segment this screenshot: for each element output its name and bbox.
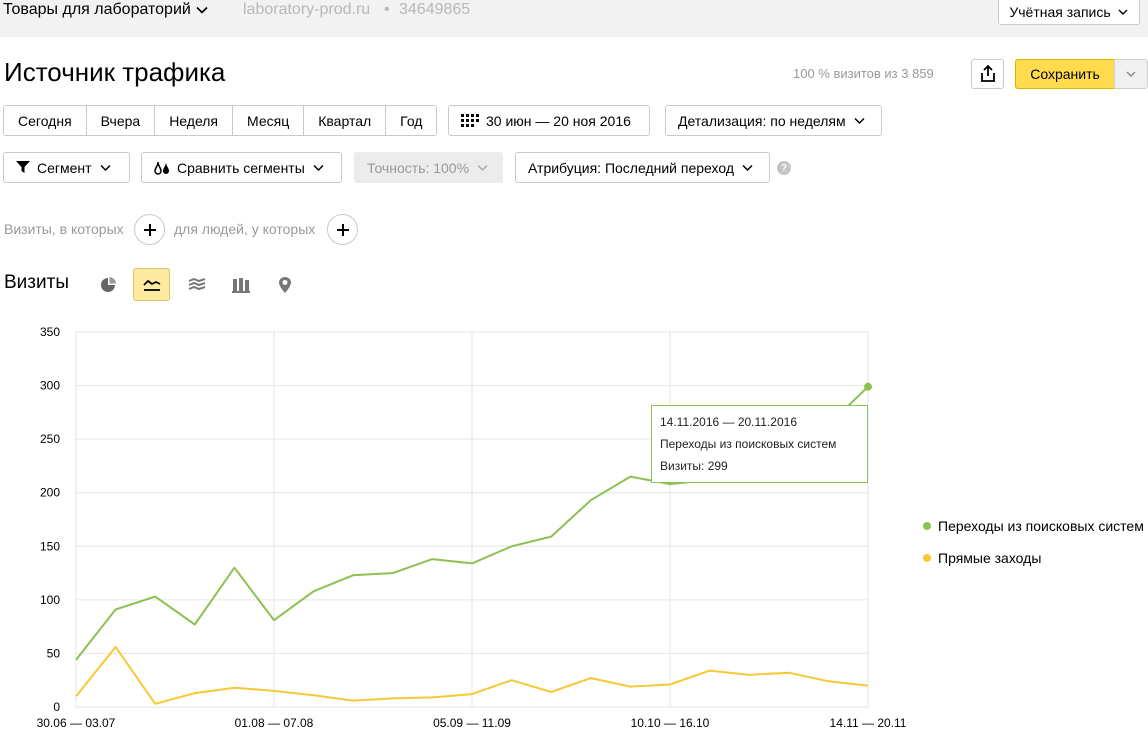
plus-icon [336, 223, 349, 236]
detalization-label: Детализация: по неделям [678, 112, 846, 129]
x-tick-label: 05.09 — 11.09 [433, 716, 511, 730]
x-tick-label: 14.11 — 20.11 [830, 716, 907, 730]
series-line-direct [75, 646, 869, 705]
area-chart-button[interactable] [178, 268, 215, 301]
detalization-dropdown[interactable]: Детализация: по неделям [665, 105, 882, 136]
chart-tooltip: 14.11.2016 — 20.11.2016 Переходы из поис… [651, 405, 868, 483]
map-button[interactable] [266, 268, 303, 301]
chart-title: Визиты [4, 272, 69, 293]
y-tick-label: 100 [40, 593, 60, 607]
save-options-button[interactable] [1114, 59, 1148, 89]
segment-dropdown[interactable]: Сегмент [3, 152, 130, 183]
legend-label-direct: Прямые заходы [938, 550, 1042, 566]
legend-label-search: Переходы из поисковых систем [938, 518, 1144, 534]
chevron-down-icon [1118, 9, 1128, 15]
visits-summary: 100 % визитов из 3 859 [793, 66, 934, 81]
attribution-label: Атрибуция: Последний переход [528, 159, 735, 176]
chevron-down-icon [196, 6, 208, 14]
y-tick-label: 250 [40, 432, 60, 446]
period-selector: Сегодня Вчера Неделя Месяц Квартал Год [3, 105, 438, 136]
counter-site[interactable]: laboratory-prod.ru [243, 1, 371, 18]
y-tick-label: 150 [40, 539, 60, 553]
share-icon [980, 65, 995, 82]
y-tick-label: 300 [40, 379, 60, 393]
plus-icon [143, 223, 156, 236]
line-chart-button[interactable] [133, 268, 170, 301]
date-range-label: 30 июн — 20 ноя 2016 [486, 112, 631, 129]
header-separator: • [384, 1, 390, 18]
legend-dot-search [923, 522, 931, 530]
counter-id: 34649865 [399, 1, 471, 18]
visits-filter-label: Визиты, в которых [4, 221, 124, 237]
data-point-search [864, 382, 872, 391]
chevron-down-icon [313, 164, 324, 172]
tooltip-series: Переходы из поисковых систем [660, 437, 837, 451]
add-visit-condition-button[interactable] [134, 214, 165, 245]
compare-segments-dropdown[interactable]: Сравнить сегменты [141, 152, 342, 183]
date-range-button[interactable]: 30 июн — 20 ноя 2016 [448, 105, 650, 136]
period-week[interactable]: Неделя [155, 106, 234, 135]
save-button[interactable]: Сохранить [1015, 59, 1115, 89]
period-today[interactable]: Сегодня [4, 106, 87, 135]
y-tick-label: 0 [53, 700, 60, 714]
save-label: Сохранить [1030, 66, 1100, 82]
chart-area: 0 50 100 150 200 250 300 350 30.06 — 03.07 01.08 … [0, 320, 1148, 731]
bar-chart-icon [231, 277, 250, 293]
legend-item-search[interactable]: Переходы из поисковых систем [923, 510, 1144, 542]
period-yesterday[interactable]: Вчера [86, 106, 156, 135]
line-chart-icon [142, 279, 160, 291]
period-year[interactable]: Год [386, 106, 437, 135]
attribution-dropdown[interactable]: Атрибуция: Последний переход [515, 152, 770, 183]
compare-segments-icon [154, 161, 169, 175]
period-month[interactable]: Месяц [233, 106, 305, 135]
top-bar: Товары для лабораторий laboratory-prod.r… [0, 0, 1148, 37]
chevron-down-icon [100, 164, 111, 172]
x-tick-label: 30.06 — 03.07 [37, 716, 116, 730]
add-people-condition-button[interactable] [327, 214, 358, 245]
chevron-down-icon [742, 164, 753, 172]
pie-chart-icon [100, 276, 116, 292]
y-tick-label: 200 [40, 486, 60, 500]
compare-segments-label: Сравнить сегменты [177, 159, 305, 176]
map-icon [278, 276, 291, 293]
legend-dot-direct [923, 554, 931, 562]
chart-legend: Переходы из поисковых систем Прямые захо… [923, 510, 1144, 574]
counter-name: Товары для лабораторий [3, 1, 191, 18]
calendar-icon [461, 113, 479, 127]
filter-icon [16, 161, 30, 173]
y-tick-label: 50 [47, 646, 61, 660]
period-quarter[interactable]: Квартал [304, 106, 387, 135]
counter-selector[interactable]: Товары для лабораторий [3, 1, 209, 19]
chevron-down-icon [854, 117, 865, 125]
chevron-down-icon [1126, 71, 1136, 77]
accuracy-dropdown: Точность: 100% [354, 152, 503, 183]
bar-chart-button[interactable] [222, 268, 259, 301]
accuracy-label: Точность: 100% [367, 159, 470, 176]
people-filter-label: для людей, у которых [174, 221, 316, 237]
help-icon[interactable]: ? [777, 161, 791, 175]
chevron-down-icon [477, 164, 488, 172]
tooltip-value: Визиты: 299 [660, 459, 728, 473]
account-button[interactable]: Учётная запись [998, 0, 1140, 25]
legend-item-direct[interactable]: Прямые заходы [923, 542, 1144, 574]
tooltip-period: 14.11.2016 — 20.11.2016 [660, 415, 798, 429]
y-tick-label: 350 [40, 325, 60, 339]
segment-label: Сегмент [37, 159, 92, 176]
share-button[interactable] [971, 59, 1004, 89]
account-label: Учётная запись [1009, 3, 1111, 20]
page-title: Источник трафика [4, 57, 226, 87]
area-chart-icon [188, 277, 205, 290]
x-tick-label: 10.10 — 16.10 [631, 716, 710, 730]
x-tick-label: 01.08 — 07.08 [235, 716, 314, 730]
pie-chart-button[interactable] [89, 268, 126, 301]
